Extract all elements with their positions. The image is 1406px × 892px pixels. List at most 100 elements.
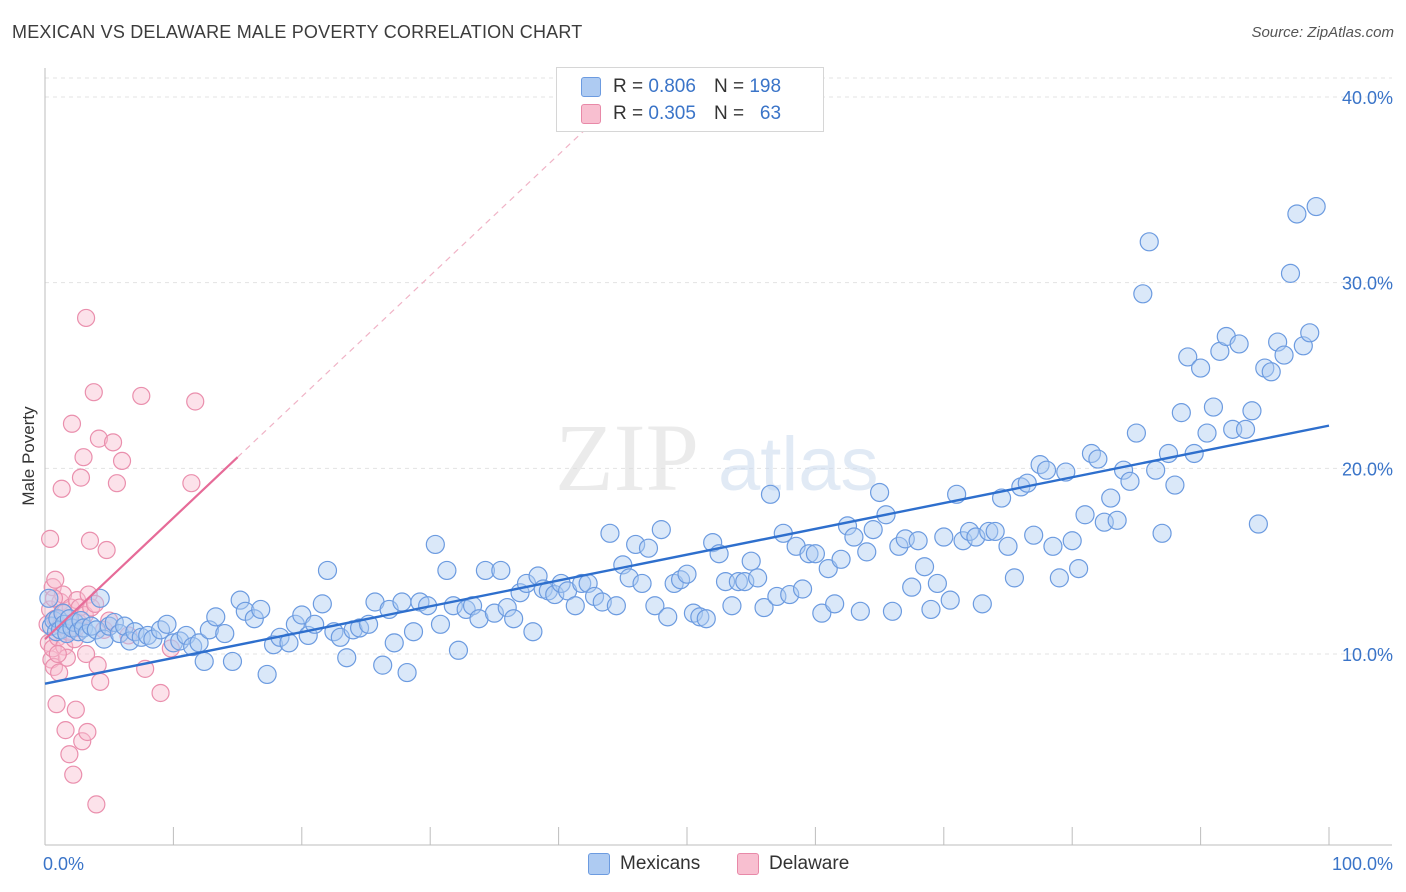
watermark: ZIP atlas bbox=[555, 404, 879, 511]
mexicans-point bbox=[696, 609, 716, 629]
mexicans-point bbox=[1036, 460, 1057, 480]
mexicans-point bbox=[1242, 401, 1262, 421]
mexicans-point bbox=[1133, 284, 1153, 304]
mexicans-point bbox=[572, 573, 592, 594]
mexicans-point bbox=[728, 571, 748, 592]
delaware-point bbox=[91, 672, 110, 691]
mexicans-point bbox=[425, 534, 445, 555]
delaware-point bbox=[80, 531, 100, 550]
legend-swatch-mexicans bbox=[581, 77, 601, 97]
mexicans-point bbox=[1229, 334, 1249, 354]
delaware-point bbox=[151, 683, 170, 703]
mexicans-point bbox=[882, 601, 903, 621]
mexicans-point bbox=[1088, 449, 1108, 469]
mexicans-point bbox=[157, 614, 177, 634]
mexicans-point bbox=[1190, 358, 1211, 378]
mexicans-point bbox=[1069, 558, 1089, 579]
delaware-point bbox=[76, 308, 96, 328]
mexicans-point bbox=[754, 597, 774, 618]
x-tick-label-max: 100.0% bbox=[1332, 854, 1393, 874]
mexicans-point bbox=[403, 622, 424, 642]
mexicans-point bbox=[902, 577, 922, 597]
legend-n-value-mexicans: 198 bbox=[749, 76, 782, 97]
mexicans-point bbox=[600, 523, 620, 543]
delaware-point bbox=[186, 392, 205, 411]
bottom-legend-mexicans: Mexicans bbox=[588, 852, 700, 876]
bottom-legend-swatch-delaware bbox=[737, 853, 759, 875]
axes bbox=[44, 68, 1392, 846]
x-tick-label-min: 0.0% bbox=[43, 854, 84, 874]
legend-n-value-delaware: 63 bbox=[759, 103, 782, 124]
mexicans-point bbox=[1287, 204, 1307, 224]
mexicans-point bbox=[831, 549, 851, 569]
mexicans-point bbox=[914, 557, 935, 577]
delaware-point bbox=[71, 468, 91, 487]
trend-lines bbox=[44, 129, 1330, 685]
delaware-point bbox=[47, 695, 66, 714]
mexicans-point bbox=[1043, 536, 1063, 556]
mexicans-point bbox=[1075, 505, 1095, 525]
mexicans-point bbox=[1171, 403, 1191, 423]
mexicans-point bbox=[658, 607, 678, 627]
mexicans-point bbox=[792, 579, 813, 599]
mexicans-point bbox=[194, 651, 214, 672]
mexicans-point bbox=[1300, 323, 1320, 343]
mexicans-point bbox=[1248, 514, 1268, 534]
mexicans-trend-line bbox=[44, 424, 1330, 685]
mexicans-point bbox=[475, 560, 496, 581]
mexicans-point bbox=[1306, 196, 1326, 217]
mexicans-point bbox=[120, 631, 140, 651]
mexicans-point bbox=[1024, 525, 1044, 545]
mexicans-point bbox=[99, 616, 119, 636]
mexicans-point bbox=[1107, 510, 1127, 530]
delaware-point bbox=[48, 644, 67, 664]
mexicans-point bbox=[90, 588, 110, 608]
legend-r-label: R = bbox=[613, 76, 644, 97]
mexicans-point bbox=[244, 609, 264, 629]
legend-row-delaware: R = 0.305 N = 63 bbox=[581, 100, 781, 128]
legend-r-value-mexicans: 0.806 bbox=[648, 76, 696, 97]
mexicans-point bbox=[430, 614, 451, 634]
mexicans-point bbox=[1165, 475, 1185, 495]
mexicans-point bbox=[645, 596, 665, 616]
mexicans-point bbox=[1049, 568, 1069, 588]
y-tick-label: 40.0% bbox=[1342, 88, 1393, 108]
delaware-point bbox=[107, 474, 127, 493]
mexicans-point bbox=[1235, 419, 1256, 439]
mexicans-point bbox=[953, 531, 973, 551]
mexicans-point bbox=[651, 520, 671, 540]
mexicans-point bbox=[690, 607, 710, 627]
delaware-point bbox=[97, 540, 116, 560]
delaware-point bbox=[57, 648, 76, 667]
delaware-point bbox=[112, 451, 132, 471]
delaware-point bbox=[62, 414, 82, 433]
mexicans-point bbox=[39, 588, 59, 608]
mexicans-point bbox=[317, 560, 338, 581]
mexicans-point bbox=[748, 568, 768, 588]
delaware-point bbox=[74, 448, 93, 467]
mexicans-point bbox=[1004, 568, 1025, 588]
delaware-trend-extension bbox=[237, 129, 585, 458]
mexicans-point bbox=[805, 544, 826, 564]
mexicans-point bbox=[230, 590, 250, 610]
y-tick-label: 10.0% bbox=[1342, 645, 1393, 665]
mexicans-point bbox=[104, 612, 124, 633]
mexicans-point bbox=[373, 655, 393, 675]
mexicans-point bbox=[437, 560, 457, 581]
delaware-point bbox=[66, 700, 85, 719]
mexicans-point bbox=[1062, 531, 1082, 551]
mexicans-point bbox=[257, 664, 277, 685]
mexicans-point bbox=[985, 521, 1005, 542]
stats-legend: R = 0.806 N = 198 R = 0.305 N = 63 bbox=[556, 67, 824, 132]
mexicans-point bbox=[677, 564, 697, 584]
mexicans-point bbox=[222, 651, 243, 672]
mexicans-point bbox=[491, 560, 511, 581]
delaware-point bbox=[103, 433, 123, 452]
bottom-legend-swatch-mexicans bbox=[588, 853, 610, 875]
mexicans-point bbox=[869, 482, 890, 503]
delaware-point bbox=[76, 644, 96, 664]
mexicans-point bbox=[998, 536, 1018, 556]
mexicans-point bbox=[448, 640, 469, 660]
mexicans-point bbox=[722, 596, 742, 616]
mexicans-point bbox=[741, 551, 761, 571]
